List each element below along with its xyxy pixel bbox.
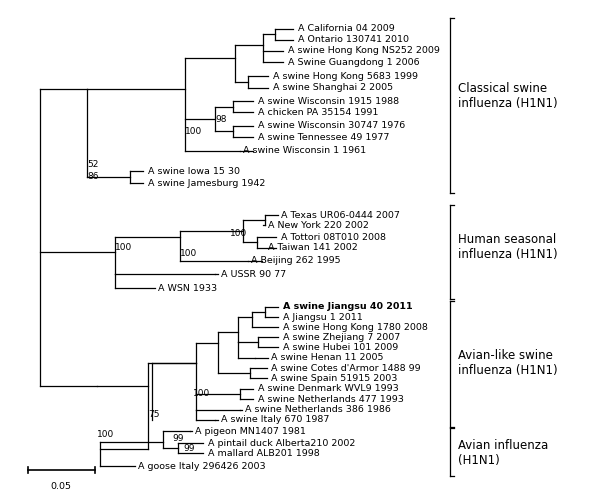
Text: A goose Italy 296426 2003: A goose Italy 296426 2003 bbox=[138, 461, 266, 471]
Text: A swine Henan 11 2005: A swine Henan 11 2005 bbox=[271, 353, 383, 362]
Text: A swine Cotes d'Armor 1488 99: A swine Cotes d'Armor 1488 99 bbox=[271, 364, 421, 372]
Text: A swine Wisconsin 1 1961: A swine Wisconsin 1 1961 bbox=[243, 146, 366, 155]
Text: 100: 100 bbox=[185, 127, 202, 136]
Text: 100: 100 bbox=[115, 243, 132, 251]
Text: A Tottori 08T010 2008: A Tottori 08T010 2008 bbox=[281, 233, 386, 242]
Text: 100: 100 bbox=[97, 430, 114, 439]
Text: 75: 75 bbox=[148, 410, 160, 419]
Text: A swine Italy 670 1987: A swine Italy 670 1987 bbox=[221, 415, 329, 424]
Text: A New York 220 2002: A New York 220 2002 bbox=[268, 221, 369, 230]
Text: Human seasonal
influenza (H1N1): Human seasonal influenza (H1N1) bbox=[458, 233, 557, 261]
Text: A mallard ALB201 1998: A mallard ALB201 1998 bbox=[208, 449, 320, 458]
Text: A swine Hong Kong 1780 2008: A swine Hong Kong 1780 2008 bbox=[283, 323, 428, 332]
Text: A swine Shanghai 2 2005: A swine Shanghai 2 2005 bbox=[273, 83, 393, 92]
Text: A swine Denmark WVL9 1993: A swine Denmark WVL9 1993 bbox=[258, 384, 399, 393]
Text: A chicken PA 35154 1991: A chicken PA 35154 1991 bbox=[258, 108, 379, 117]
Text: 99: 99 bbox=[172, 434, 184, 443]
Text: A swine Netherlands 386 1986: A swine Netherlands 386 1986 bbox=[245, 405, 391, 414]
Text: A swine Wisconsin 1915 1988: A swine Wisconsin 1915 1988 bbox=[258, 97, 399, 106]
Text: Avian influenza
(H1N1): Avian influenza (H1N1) bbox=[458, 439, 548, 466]
Text: A Swine Guangdong 1 2006: A Swine Guangdong 1 2006 bbox=[288, 58, 419, 67]
Text: A swine Iowa 15 30: A swine Iowa 15 30 bbox=[148, 167, 240, 176]
Text: A Beijing 262 1995: A Beijing 262 1995 bbox=[251, 256, 341, 265]
Text: Classical swine
influenza (H1N1): Classical swine influenza (H1N1) bbox=[458, 82, 557, 110]
Text: 100: 100 bbox=[230, 229, 247, 238]
Text: 100: 100 bbox=[193, 389, 210, 398]
Text: A swine Netherlands 477 1993: A swine Netherlands 477 1993 bbox=[258, 395, 404, 404]
Text: 99: 99 bbox=[183, 444, 194, 453]
Text: A California 04 2009: A California 04 2009 bbox=[298, 24, 395, 33]
Text: A Ontario 130741 2010: A Ontario 130741 2010 bbox=[298, 36, 409, 44]
Text: A swine Jamesburg 1942: A swine Jamesburg 1942 bbox=[148, 179, 265, 188]
Text: A Jiangsu 1 2011: A Jiangsu 1 2011 bbox=[283, 313, 363, 322]
Text: A Texas UR06-0444 2007: A Texas UR06-0444 2007 bbox=[281, 210, 400, 220]
Text: A swine Zhejiang 7 2007: A swine Zhejiang 7 2007 bbox=[283, 332, 400, 341]
Text: A USSR 90 77: A USSR 90 77 bbox=[221, 270, 286, 279]
Text: A WSN 1933: A WSN 1933 bbox=[158, 284, 217, 293]
Text: 52: 52 bbox=[87, 161, 98, 169]
Text: A swine Spain 51915 2003: A swine Spain 51915 2003 bbox=[271, 374, 397, 383]
Text: A swine Wisconsin 30747 1976: A swine Wisconsin 30747 1976 bbox=[258, 122, 405, 130]
Text: A pigeon MN1407 1981: A pigeon MN1407 1981 bbox=[195, 426, 306, 436]
Text: A pintail duck Alberta210 2002: A pintail duck Alberta210 2002 bbox=[208, 439, 355, 448]
Text: A swine Hong Kong NS252 2009: A swine Hong Kong NS252 2009 bbox=[288, 46, 440, 55]
Text: 100: 100 bbox=[180, 249, 197, 258]
Text: A swine Hong Kong 5683 1999: A swine Hong Kong 5683 1999 bbox=[273, 72, 418, 81]
Text: A swine Jiangsu 40 2011: A swine Jiangsu 40 2011 bbox=[283, 302, 413, 311]
Text: Avian-like swine
influenza (H1N1): Avian-like swine influenza (H1N1) bbox=[458, 349, 557, 376]
Text: 98: 98 bbox=[215, 115, 227, 124]
Text: A swine Tennessee 49 1977: A swine Tennessee 49 1977 bbox=[258, 132, 389, 142]
Text: 86: 86 bbox=[87, 172, 98, 181]
Text: A Taiwan 141 2002: A Taiwan 141 2002 bbox=[268, 244, 358, 252]
Text: 0.05: 0.05 bbox=[50, 482, 71, 491]
Text: A swine Hubei 101 2009: A swine Hubei 101 2009 bbox=[283, 343, 398, 352]
